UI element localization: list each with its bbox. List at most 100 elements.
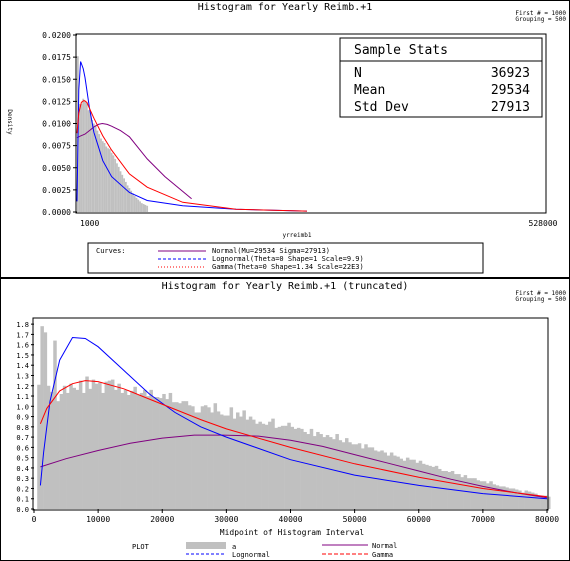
- histogram-bar: [325, 435, 330, 509]
- legend-entry-lognormal-trunc: Lognormal: [232, 551, 270, 559]
- histogram-bar: [441, 471, 445, 509]
- histogram-bar: [140, 203, 143, 212]
- y-tick-label: 0.6: [16, 444, 29, 452]
- histogram-bar: [146, 205, 149, 212]
- histogram-bar: [72, 387, 76, 509]
- histogram-bar: [537, 495, 541, 509]
- histogram-bar: [505, 487, 509, 509]
- histogram-bar: [354, 444, 359, 509]
- histogram-bar: [120, 392, 125, 509]
- histogram-bar: [112, 155, 115, 212]
- x-axis-label-truncated: Midpoint of Histogram Interval: [220, 528, 365, 537]
- histogram-bar: [248, 416, 253, 509]
- histogram-bar: [303, 431, 307, 509]
- histogram-bar: [124, 181, 127, 212]
- histogram-bar: [338, 440, 343, 509]
- y-axis-ticks: 0.0200 0.0175 0.0150 0.0125 0.0100 0.0075 0.00…: [42, 31, 77, 217]
- legend-entry-normal: Normal(Mu=29534 Sigma=27913): [212, 247, 330, 255]
- histogram-bar: [104, 381, 109, 509]
- histogram-bar: [530, 492, 535, 509]
- histogram-bar: [194, 412, 198, 509]
- histogram-bar: [540, 495, 545, 509]
- stats-value-mean: 29534: [491, 83, 530, 98]
- histogram-bar: [348, 442, 352, 509]
- y-tick-label: 0.5: [16, 455, 29, 463]
- x-axis-ticks-truncated: 0 10000 20000 30000 40000 50000 60000 70000 8000…: [32, 509, 559, 524]
- y-tick-label: 0.0: [16, 506, 29, 514]
- legend-label: Curves:: [96, 247, 126, 255]
- histogram-bar: [482, 481, 487, 509]
- histogram-panel-truncated: Histogram for Yearly Reimb.+1 (truncated…: [0, 278, 570, 561]
- first-note: First # = 1000: [515, 10, 566, 17]
- y-tick-label: 0.4: [16, 465, 29, 473]
- histogram-bar: [264, 424, 269, 509]
- histogram-bar: [128, 188, 131, 212]
- histogram-bar: [123, 178, 125, 212]
- histogram-bar: [428, 465, 432, 509]
- x-tick-label: 40000: [278, 515, 302, 524]
- histogram-bar: [149, 389, 153, 509]
- histogram-bar: [82, 392, 86, 509]
- y-tick-label: 1.7: [16, 331, 29, 339]
- histogram-bar: [98, 134, 101, 212]
- y-tick-label: 0.0100: [42, 120, 71, 129]
- histogram-bar: [219, 414, 224, 509]
- histogram-bar: [235, 412, 240, 509]
- histogram-bar: [98, 382, 102, 509]
- histogram-bar: [78, 380, 83, 509]
- histogram-bar: [165, 399, 169, 509]
- y-tick-label: 0.0025: [42, 186, 71, 195]
- stats-label-mean: Mean: [354, 83, 385, 98]
- histogram-bar: [50, 391, 54, 509]
- histogram-bar: [466, 478, 471, 509]
- histogram-bar: [418, 460, 423, 509]
- histogram-bar: [328, 437, 333, 509]
- histogram-bar: [229, 407, 234, 509]
- histogram-bar: [92, 123, 95, 212]
- histogram-bar: [479, 481, 484, 509]
- histogram-bar: [213, 403, 218, 509]
- histogram-bar: [203, 405, 208, 509]
- histogram-bar: [463, 475, 468, 509]
- histogram-bar: [139, 201, 141, 212]
- histogram-bar: [107, 380, 112, 509]
- histogram-bar: [123, 389, 128, 509]
- y-tick-label: 0.0175: [42, 53, 71, 62]
- histogram-bar: [75, 389, 80, 509]
- histogram-bar: [296, 427, 301, 509]
- y-tick-label: 0.2: [16, 485, 29, 493]
- sample-stats-box: Sample Stats N 36923 Mean 29534 Std Dev …: [339, 37, 543, 118]
- y-axis-label: Density: [6, 109, 13, 135]
- histogram-bar: [300, 428, 304, 509]
- histogram-bar: [514, 489, 519, 509]
- legend-entry-bars: a: [232, 543, 236, 551]
- histogram-bar: [187, 405, 192, 509]
- histogram-bar: [117, 383, 121, 509]
- y-tick-label: 1.3: [16, 372, 29, 380]
- histogram-bar: [271, 418, 275, 509]
- histogram-bar: [152, 397, 157, 509]
- histogram-bar: [197, 412, 202, 509]
- histogram-bar: [85, 102, 88, 212]
- histogram-bar: [53, 340, 57, 509]
- x-axis-label: yrreimb1: [283, 232, 312, 239]
- histogram-bar: [518, 490, 522, 509]
- histogram-bar: [261, 423, 266, 509]
- x-tick-label: 70000: [471, 515, 495, 524]
- grouping-note-truncated: Grouping = 500: [515, 296, 566, 303]
- chart-title: Histogram for Yearly Reimb.+1: [198, 2, 373, 13]
- histogram-bar: [133, 196, 136, 212]
- histogram-bar: [89, 111, 92, 212]
- histogram-bar: [155, 397, 160, 509]
- histogram-bar: [268, 421, 272, 509]
- histogram-bar: [66, 392, 70, 509]
- histogram-bars-truncated: [37, 326, 551, 509]
- histogram-bar: [316, 431, 320, 509]
- histogram-bar: [91, 119, 93, 212]
- histogram-bar: [130, 190, 133, 212]
- histogram-bar: [255, 423, 259, 509]
- y-tick-label: 0.7: [16, 434, 29, 442]
- histogram-bar: [437, 468, 442, 509]
- y-tick-label: 0.0150: [42, 75, 71, 84]
- legend-entry-lognormal: Lognormal(Theta=0 Shape=1 Scale=9.9): [212, 255, 364, 263]
